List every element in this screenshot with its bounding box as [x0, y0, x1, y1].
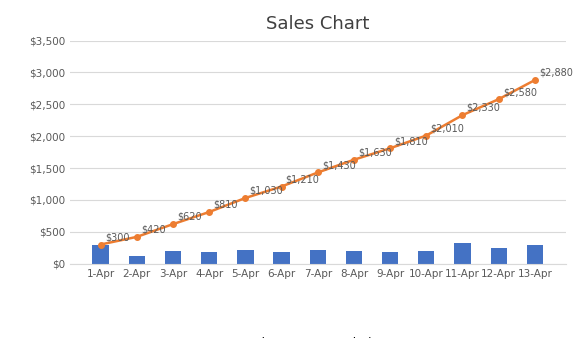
Text: $1,810: $1,810 — [394, 136, 428, 146]
Text: $420: $420 — [141, 225, 166, 235]
Text: $2,580: $2,580 — [503, 87, 537, 97]
Cumulative Sum — [495, 97, 502, 101]
Bar — [382, 252, 398, 264]
Cumulative Sum — [387, 146, 394, 150]
Cumulative Sum — [97, 242, 104, 246]
Text: $810: $810 — [213, 200, 238, 210]
Cumulative Sum — [350, 158, 357, 162]
Bar — [93, 244, 109, 264]
Cumulative Sum — [278, 185, 285, 189]
Cumulative Sum — [459, 113, 466, 117]
Cumulative Sum — [242, 196, 249, 200]
Legend: Sales, Cumulative Sum: Sales, Cumulative Sum — [215, 332, 420, 338]
Text: $620: $620 — [177, 212, 202, 222]
Bar — [454, 243, 470, 264]
Bar — [346, 251, 362, 264]
Bar — [418, 251, 434, 264]
Bar — [526, 244, 543, 264]
Text: $2,880: $2,880 — [539, 68, 573, 78]
Text: $1,030: $1,030 — [250, 186, 283, 196]
Cumulative Sum — [314, 170, 321, 174]
Text: $2,010: $2,010 — [430, 123, 464, 134]
Text: $1,630: $1,630 — [358, 148, 392, 158]
Text: $2,330: $2,330 — [466, 103, 501, 113]
Cumulative Sum — [423, 134, 430, 138]
Text: $300: $300 — [105, 232, 129, 242]
Bar — [490, 248, 507, 264]
Bar — [129, 256, 145, 264]
Bar — [310, 250, 326, 264]
Text: $1,210: $1,210 — [286, 174, 319, 184]
Bar — [273, 252, 290, 264]
Bar — [201, 251, 217, 264]
Cumulative Sum — [134, 235, 141, 239]
Cumulative Sum — [206, 210, 213, 214]
Line: Cumulative Sum: Cumulative Sum — [98, 77, 538, 247]
Title: Sales Chart: Sales Chart — [266, 16, 370, 33]
Cumulative Sum — [170, 222, 177, 226]
Text: $1,430: $1,430 — [322, 160, 356, 170]
Cumulative Sum — [531, 78, 538, 82]
Bar — [237, 250, 254, 264]
Bar — [165, 251, 181, 264]
